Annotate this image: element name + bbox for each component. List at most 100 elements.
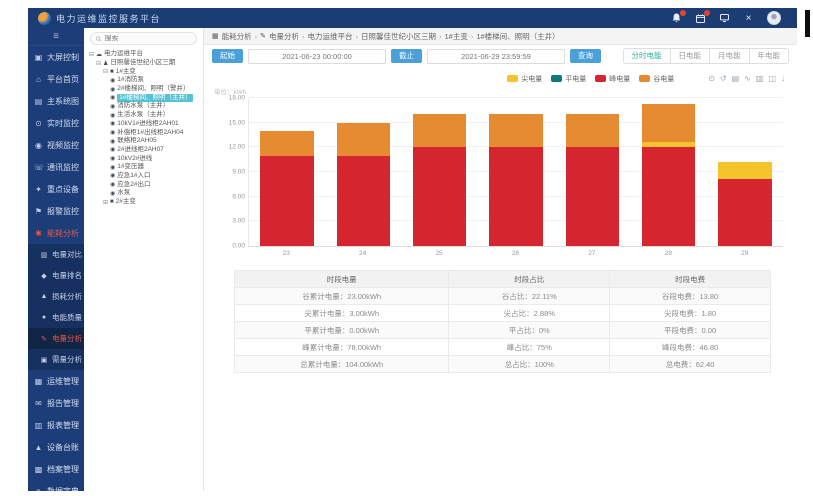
tab-3[interactable]: 月电能 — [709, 49, 749, 63]
sidebar-item[interactable]: ✉ 报告管理 — [28, 392, 84, 414]
sidebar-item[interactable]: ⊙ 实时监控 — [28, 112, 84, 134]
sidebar-subitem[interactable]: ▣ 需量分析 — [28, 349, 84, 370]
bar-27 — [554, 99, 630, 246]
notification-bell-icon[interactable] — [671, 9, 686, 24]
menu-icon: ✱ — [35, 228, 42, 238]
tree-node[interactable]: ◉ 生活水泵（主井） — [89, 111, 203, 120]
tree-expander-icon[interactable]: ⊟ — [89, 51, 95, 58]
tab-4[interactable]: 年电能 — [748, 49, 788, 63]
legend-item[interactable]: 谷电量 — [639, 74, 674, 84]
tree-expander-icon[interactable]: ⊞ — [103, 199, 109, 206]
data-view-icon[interactable]: ▤ — [731, 73, 740, 83]
scrollbar-thumb[interactable] — [805, 10, 810, 37]
breadcrumb-item[interactable]: 电力运维平台 — [307, 31, 353, 41]
breadcrumb-item[interactable]: 能耗分析 — [221, 31, 252, 41]
tree-node[interactable]: ◉ 2#楼梯间、照明（警井） — [89, 85, 203, 94]
tree-node[interactable]: ⊟ ■ 1#主变 — [89, 67, 203, 76]
table-row: 平累计电量：0.00kWh 平占比：0% 平段电费：0.00 — [233, 321, 771, 339]
menu-icon: ⚑ — [34, 206, 43, 216]
sidebar-item[interactable]: ◉ 视频监控 — [28, 134, 84, 156]
tree-node[interactable]: ⊟ ♟ 日照馨佳世纪小区三期 — [89, 59, 203, 68]
bar-chart-icon[interactable]: ▥ — [755, 73, 764, 83]
legend-item[interactable]: 峰电量 — [595, 74, 630, 84]
breadcrumb-item[interactable]: 电量分析 — [269, 31, 299, 41]
tree-search-box — [90, 32, 197, 45]
sidebar-item[interactable]: ▣ 大屏控制 — [28, 46, 84, 68]
tree-node[interactable]: ◉ 1#变压器 — [89, 163, 203, 172]
tab-2[interactable]: 日电能 — [669, 49, 709, 63]
breadcrumb-item[interactable]: 日照馨佳世纪小区三期 — [361, 31, 436, 41]
legend-item[interactable]: 平电量 — [551, 74, 586, 84]
query-button[interactable]: 查询 — [570, 49, 601, 63]
notification-badge — [680, 9, 686, 16]
tree-node[interactable]: ◉ 10kV1#进线柜2AH01 — [89, 120, 203, 129]
bar-segment — [641, 147, 696, 246]
end-date-button[interactable]: 截止 — [391, 49, 422, 63]
bar-28 — [630, 99, 706, 246]
tree-node[interactable]: ◉ 应急1#入口 — [89, 172, 203, 181]
sidebar-item[interactable]: ▩ 档案管理 — [28, 458, 84, 480]
zoom-icon[interactable]: ⊙ — [708, 73, 715, 83]
breadcrumb-item[interactable]: 1#主变 — [444, 31, 468, 41]
bar-29 — [707, 99, 783, 246]
sidebar-subitem[interactable]: ▥ 电量对比 — [28, 244, 84, 265]
screen-switch-icon[interactable] — [719, 13, 730, 24]
meter-icon: ◉ — [110, 164, 116, 171]
save-image-icon[interactable]: ↓ — [781, 73, 785, 83]
fullscreen-exit-icon[interactable]: × — [745, 12, 752, 24]
tree-expander-icon[interactable]: ⊟ — [103, 69, 109, 76]
sidebar-item[interactable]: ▲ 设备台账 — [28, 436, 84, 458]
legend-item[interactable]: 尖电量 — [507, 74, 542, 84]
tree-node-label: 日照馨佳世纪小区三期 — [110, 59, 176, 67]
tree-node[interactable]: ◉ 应急2#出口 — [89, 180, 203, 189]
end-datetime-input[interactable] — [427, 48, 565, 64]
tree-search-input[interactable] — [104, 35, 191, 42]
meter-icon: ◉ — [110, 173, 116, 180]
menu-label: 大屏控制 — [47, 52, 79, 62]
tree-expander-icon[interactable]: ⊟ — [96, 60, 102, 67]
menu-label: 能耗分析 — [47, 228, 79, 238]
sidebar-subitem[interactable]: ▲ 损耗分析 — [28, 286, 84, 307]
tree-node[interactable]: ◉ 2#进线柜2AH07 — [89, 146, 203, 155]
table-header-cell: 时段电费 — [609, 270, 771, 288]
sidebar-subitem[interactable]: ● 电能质量 — [28, 307, 84, 328]
stack-icon[interactable]: ◫ — [768, 73, 776, 83]
tree-node[interactable]: ◉ 1#楼梯间、照明（主井） — [89, 93, 203, 102]
sidebar-item[interactable]: ▦ 运维管理 — [28, 370, 84, 392]
bar-segment — [413, 147, 467, 246]
sidebar-item[interactable]: ☏ 通讯监控 — [28, 156, 84, 178]
sidebar-item[interactable]: ⌂ 平台首页 — [28, 68, 84, 90]
sidebar-subitem[interactable]: ✎ 电量分析 — [28, 328, 84, 349]
y-axis-label: 15.00 — [228, 119, 245, 127]
tree-node[interactable]: ◉ 10kV2#进线 — [89, 154, 203, 163]
sidebar-item[interactable]: ▥ 报表管理 — [28, 414, 84, 436]
menu-label: 电能质量 — [52, 313, 82, 322]
tree-node[interactable]: ⊞ ■ 2#主变 — [89, 198, 203, 207]
tree-node-label: 10kV2#进线 — [117, 154, 153, 162]
sidebar-item[interactable]: ✱ 能耗分析 — [28, 222, 84, 244]
sidebar-collapse-button[interactable]: ≡ — [28, 28, 84, 46]
bar-segment — [489, 114, 543, 148]
meter-icon: ◉ — [110, 77, 116, 84]
tree-node[interactable]: ◉ 消防水泵（主井） — [89, 102, 203, 111]
tree-node[interactable]: ◉ 联络柜2AH05 — [89, 137, 203, 146]
restore-icon[interactable]: ↺ — [719, 73, 727, 83]
sidebar-item[interactable]: ◈ 数据字典 — [28, 480, 84, 492]
schedule-icon[interactable] — [695, 9, 710, 24]
sidebar-item[interactable]: ⚑ 报警监控 — [28, 200, 84, 222]
tab-1[interactable]: 分时电能 — [623, 49, 670, 63]
tree-node[interactable]: ◉ 1#消防泵 — [89, 76, 203, 85]
breadcrumb-item[interactable]: 1#楼梯间、照明（主井） — [476, 31, 560, 41]
tree-node[interactable]: ◉ 水泵 — [89, 189, 203, 198]
tree-node[interactable]: ⊟ ☁ 电力运维平台 — [89, 50, 203, 59]
sidebar-subitem[interactable]: ◆ 电量排名 — [28, 265, 84, 286]
user-avatar[interactable] — [767, 11, 781, 25]
tree-node-label: 生活水泵（主井） — [117, 111, 170, 119]
tree-node[interactable]: ◉ 补偿柜1#出线柜2AH04 — [89, 128, 203, 137]
period-tabs: 分时电能 日电能 月电能 年电能 — [622, 48, 789, 64]
line-chart-icon[interactable]: ∿ — [744, 73, 751, 83]
sidebar-item[interactable]: ▤ 主系统图 — [28, 90, 84, 112]
sidebar-item[interactable]: ✦ 重点设备 — [28, 178, 84, 200]
start-date-button[interactable]: 起始 — [212, 49, 243, 63]
start-datetime-input[interactable] — [248, 48, 386, 64]
